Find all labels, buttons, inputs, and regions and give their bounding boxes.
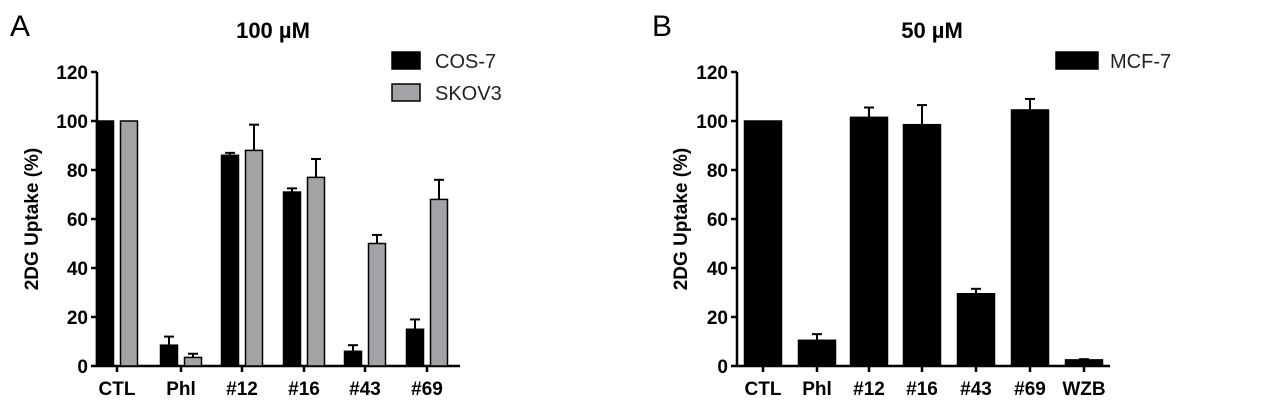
bar-cos-7	[343, 350, 363, 367]
bar-cos-7	[282, 191, 302, 367]
bar-skov3	[244, 149, 264, 367]
bar-mcf-7	[902, 123, 942, 367]
chart-title: 50 µM	[901, 18, 963, 43]
bar-skov3	[429, 198, 449, 367]
bar-mcf-7	[1064, 359, 1104, 367]
bar-mcf-7	[797, 339, 837, 367]
legend-label: SKOV3	[435, 83, 502, 105]
panel-label: B	[652, 10, 672, 43]
x-tick-label: Phl	[166, 379, 196, 400]
y-tick-label: 40	[67, 259, 88, 280]
bar-cos-7	[220, 154, 240, 367]
y-tick-label: 0	[717, 357, 728, 378]
x-tick-label: #69	[1014, 379, 1046, 400]
x-tick-label: #69	[411, 379, 443, 400]
x-tick-label: #16	[288, 379, 320, 400]
y-tick-label: 100	[696, 112, 728, 133]
x-tick-label: CTL	[99, 379, 136, 400]
bar-skov3	[119, 120, 139, 367]
bar-cos-7	[405, 328, 425, 367]
x-tick-label: #16	[906, 379, 938, 400]
chart-title: 100 µM	[236, 18, 310, 43]
y-tick-label: 20	[707, 308, 728, 329]
legend-swatch	[391, 83, 421, 102]
bar-mcf-7	[956, 292, 996, 367]
x-tick-label: #43	[960, 379, 992, 400]
bar-cos-7	[159, 344, 179, 367]
y-tick-label: 120	[696, 63, 728, 84]
bar-skov3	[183, 356, 203, 367]
y-tick-label: 100	[56, 112, 88, 133]
y-tick-label: 80	[67, 161, 88, 182]
y-tick-label: 120	[56, 63, 88, 84]
legend-swatch	[1055, 51, 1099, 70]
y-tick-label: 60	[67, 210, 88, 231]
bar-skov3	[367, 242, 387, 367]
panel-b: B 50 µM 2DG Uptake (%) 0 20 40 60 80 100 120 CT…	[652, 10, 1171, 400]
bar-cos-7	[95, 120, 115, 367]
x-tick-label: CTL	[745, 379, 782, 400]
y-tick-label: 80	[707, 161, 728, 182]
bar-mcf-7	[849, 116, 889, 367]
legend-swatch	[391, 51, 421, 70]
x-tick-label: Phl	[802, 379, 832, 400]
legend-label: MCF-7	[1110, 51, 1171, 73]
y-axis-label: 2DG Uptake (%)	[671, 148, 692, 291]
legend-label: COS-7	[435, 51, 496, 73]
x-tick-label: WZB	[1062, 379, 1105, 400]
y-tick-label: 40	[707, 259, 728, 280]
bar-mcf-7	[1010, 109, 1050, 367]
x-tick-label: #12	[853, 379, 885, 400]
y-axis-label: 2DG Uptake (%)	[22, 148, 43, 291]
panel-label: A	[10, 10, 30, 43]
panel-a: A 100 µM 2DG Uptake (%) 0 20 40 60 80 100 120 C…	[10, 10, 502, 400]
y-tick-label: 0	[77, 357, 88, 378]
y-tick-label: 20	[67, 308, 88, 329]
bar-skov3	[306, 176, 326, 367]
x-tick-label: #43	[349, 379, 381, 400]
y-tick-label: 60	[707, 210, 728, 231]
x-tick-label: #12	[226, 379, 258, 400]
bar-mcf-7	[743, 120, 783, 367]
